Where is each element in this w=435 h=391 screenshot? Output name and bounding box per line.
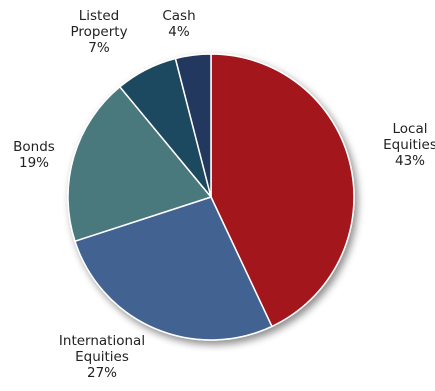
slice-name-line: Cash bbox=[162, 8, 195, 24]
slice-name-line: Bonds bbox=[13, 139, 55, 155]
slice-name-line: Equities bbox=[75, 349, 129, 365]
slice-label-local-equities: Local Equities 43% bbox=[383, 121, 435, 169]
slice-label-bonds: Bonds 19% bbox=[13, 139, 55, 171]
slice-label-listed-property: Listed Property 7% bbox=[70, 8, 127, 56]
slice-name-line: International bbox=[59, 333, 145, 349]
slice-name-line: Local bbox=[393, 121, 428, 137]
slice-name-line: Listed bbox=[79, 8, 119, 24]
slice-value-cash: 4% bbox=[168, 24, 190, 40]
pie-slices bbox=[67, 53, 355, 341]
pie-slice-bonds bbox=[67, 85, 213, 243]
slice-value-bonds: 19% bbox=[19, 155, 49, 171]
pie-slice-international-equities bbox=[74, 196, 273, 341]
slice-label-cash: Cash 4% bbox=[162, 8, 195, 40]
pie-slice-local-equities bbox=[210, 53, 355, 328]
slice-label-international-equities: International Equities 27% bbox=[59, 333, 145, 381]
slice-value-listed-property: 7% bbox=[88, 40, 110, 56]
slice-name-line: Equities bbox=[383, 137, 435, 153]
pie-slice-cash bbox=[174, 53, 212, 198]
slice-value-international-equities: 27% bbox=[87, 365, 117, 381]
slice-value-local-equities: 43% bbox=[395, 153, 425, 169]
pie-labels: Local Equities 43%International Equities 27%… bbox=[13, 8, 435, 381]
slice-name-line: Property bbox=[70, 24, 127, 40]
